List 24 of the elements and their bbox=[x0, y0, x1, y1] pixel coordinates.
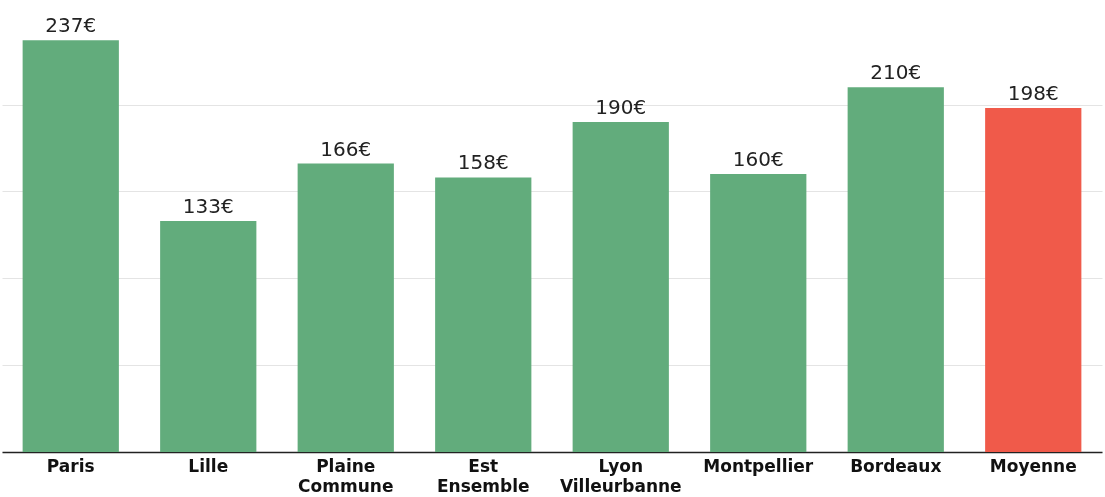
data-label: 210€ bbox=[870, 60, 922, 85]
data-label: 198€ bbox=[1007, 80, 1059, 105]
data-label: 237€ bbox=[45, 13, 97, 38]
bar bbox=[572, 121, 669, 452]
bar bbox=[22, 40, 119, 452]
bar bbox=[985, 107, 1082, 452]
x-tick-label: Lille bbox=[188, 455, 229, 476]
x-tick-label: Moyenne bbox=[989, 455, 1077, 476]
bar bbox=[160, 220, 257, 452]
data-label: 158€ bbox=[457, 150, 509, 175]
x-tick-label: Bordeaux bbox=[850, 455, 942, 476]
x-tick-label: Lyon Villeurbanne bbox=[559, 455, 682, 496]
x-tick-label: Plaine Commune bbox=[298, 455, 394, 496]
x-tick-label: Montpellier bbox=[703, 455, 814, 476]
x-tick-label: Paris bbox=[46, 455, 95, 476]
data-label: 133€ bbox=[182, 193, 234, 218]
data-label: 166€ bbox=[320, 136, 372, 161]
data-label: 190€ bbox=[595, 94, 647, 119]
bar bbox=[297, 163, 394, 452]
bar bbox=[435, 177, 532, 452]
bar bbox=[710, 174, 807, 452]
bar bbox=[847, 87, 944, 452]
data-label: 160€ bbox=[732, 147, 784, 172]
x-tick-label: Est Ensemble bbox=[436, 455, 530, 496]
